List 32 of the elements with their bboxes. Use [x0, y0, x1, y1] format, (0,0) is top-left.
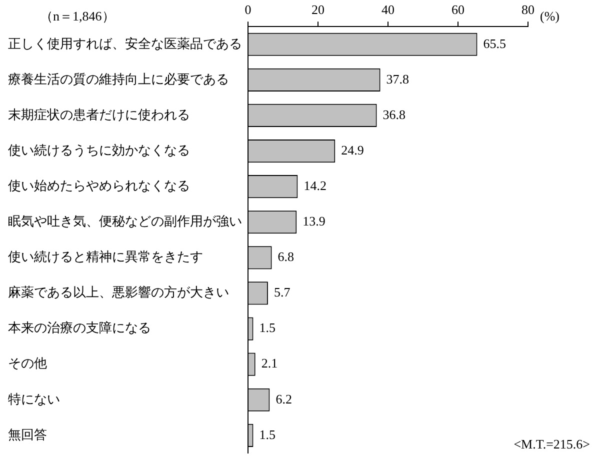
data-label: 14.2: [304, 178, 326, 193]
data-label: 1.5: [259, 320, 276, 336]
data-label: 6.8: [278, 249, 294, 264]
text: （n＝1,846）: [40, 8, 115, 24]
x-tick-label: 40: [382, 2, 394, 18]
data-label: 36.8: [382, 106, 406, 122]
annotation: <M.T.=215.6>: [514, 436, 590, 452]
data-label: 6.2: [276, 391, 292, 406]
x-tick-label: 20: [312, 2, 324, 18]
y-tick-label: 眠気や吐き気、便秘などの副作用が強い: [8, 214, 242, 229]
x-tick-label: 80: [522, 2, 534, 18]
y-tick-label: 療養生活の質の維持向上に必要である: [8, 71, 229, 86]
y-tick-label: 本来の治療の支障になる: [8, 320, 151, 336]
data-label: 13.9: [302, 214, 326, 229]
data-label: 2.1: [261, 356, 278, 371]
y-tick-label: 使い続けると精神に異常をきたす: [8, 249, 203, 264]
data-label: 24.9: [341, 142, 364, 158]
y-tick-label: 末期症状の患者だけに使われる: [8, 106, 190, 122]
y-tick-label: 麻薬である以上、悪影響の方が大きい: [8, 284, 229, 300]
y-tick-label: その他: [8, 356, 47, 371]
x-tick-label: 0: [244, 2, 252, 18]
data-label: 65.5: [483, 36, 506, 51]
data-label: 1.5: [259, 426, 276, 442]
x-tick-label: 60: [452, 2, 464, 18]
x-axis-title: (%): [540, 8, 560, 24]
y-tick-label: 無回答: [8, 426, 47, 442]
data-label: 5.7: [274, 284, 291, 300]
y-tick-label: 使い始めたらやめられなくなる: [8, 178, 190, 193]
y-tick-label: 特にない: [8, 391, 60, 406]
y-tick-label: 使い続けるうちに効かなくなる: [8, 142, 190, 158]
y-tick-label: 正しく使用すれば、安全な医薬品である: [8, 36, 242, 51]
data-label: 37.8: [386, 71, 410, 86]
